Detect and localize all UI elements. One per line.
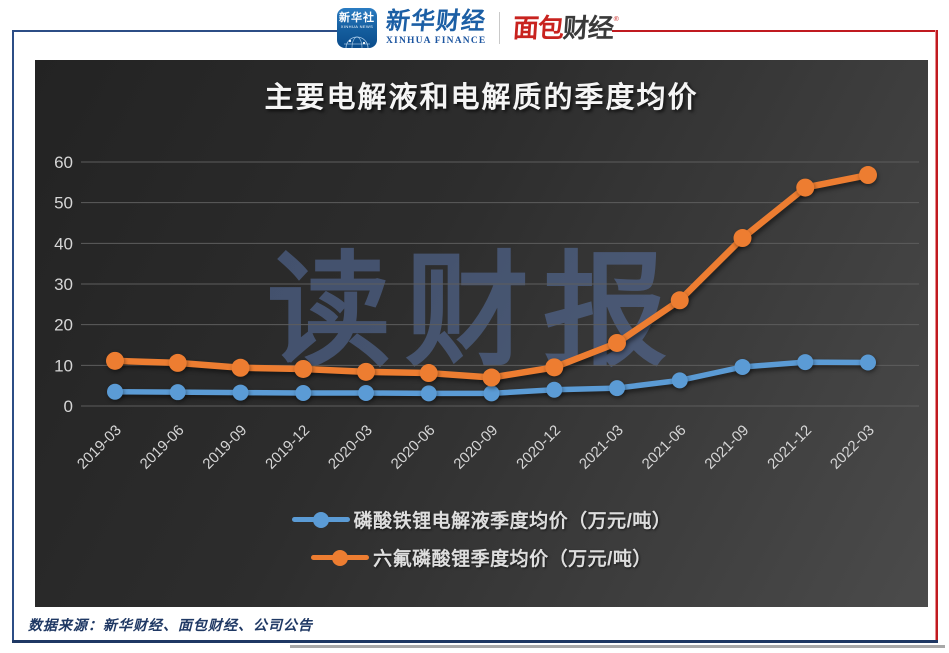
data-point	[169, 384, 186, 401]
legend-marker-orange	[311, 549, 370, 567]
y-tick-label: 10	[54, 356, 73, 375]
xinhua-badge-en: XINHUA NEWS	[340, 24, 374, 29]
data-point	[734, 358, 751, 375]
y-tick-label: 0	[64, 397, 73, 416]
header: 新华社 XINHUA NEWS 新华财经 XINHUA FINANCE 面包 财…	[337, 4, 620, 52]
legend-label: 磷酸铁锂电解液季度均价（万元/吨）	[353, 511, 672, 532]
y-tick-label: 40	[54, 234, 73, 253]
header-divider	[499, 12, 501, 44]
x-tick-label: 2020-12	[513, 422, 564, 473]
data-source-note: 数据来源：新华财经、面包财经、公司公告	[28, 619, 313, 634]
xinhua-finance-cn: 新华财经	[384, 7, 488, 35]
chart-title: 主要电解液和电解质的季度均价	[264, 82, 699, 114]
bread-finance-cn-red: 面包	[512, 13, 565, 43]
legend-label: 六氟磷酸锂季度均价（万元/吨）	[373, 549, 652, 570]
frame-border-bottom	[12, 640, 938, 643]
data-point	[232, 384, 249, 401]
frame-border-top-left	[12, 30, 337, 32]
data-point	[420, 385, 437, 402]
registered-mark: ®	[613, 16, 620, 23]
xinhua-news-app-icon: 新华社 XINHUA NEWS	[337, 8, 377, 48]
data-point	[168, 353, 187, 372]
data-point	[231, 358, 250, 377]
x-tick-label: 2019-09	[199, 422, 250, 473]
x-tick-label: 2019-03	[74, 422, 125, 473]
data-point	[107, 383, 123, 400]
x-tick-label: 2019-06	[137, 422, 188, 473]
x-tick-label: 2020-09	[450, 422, 501, 473]
frame-border-left	[12, 30, 14, 643]
x-tick-label: 2022-03	[827, 422, 878, 473]
chart-legend: 磷酸铁锂电解液季度均价（万元/吨） 六氟磷酸锂季度均价（万元/吨）	[35, 506, 928, 571]
bread-finance-logo: 面包 财经 ®	[512, 13, 620, 43]
x-tick-label: 2020-06	[388, 422, 439, 473]
x-tick-label: 2020-03	[325, 422, 376, 473]
legend-item-lfp-electrolyte: 磷酸铁锂电解液季度均价（万元/吨）	[291, 506, 672, 533]
x-tick-label: 2019-12	[262, 422, 313, 473]
data-point	[796, 178, 815, 197]
x-tick-label: 2021-09	[701, 422, 752, 473]
data-point	[860, 354, 876, 371]
xinhua-finance-en: XINHUA FINANCE	[386, 35, 487, 46]
legend-marker-blue	[291, 511, 350, 529]
y-tick-label: 50	[54, 194, 73, 213]
data-point	[609, 380, 625, 397]
x-tick-label: 2021-12	[764, 422, 815, 473]
data-point	[295, 384, 312, 401]
x-tick-label: 2021-06	[639, 422, 690, 473]
data-point	[106, 351, 124, 370]
y-tick-label: 20	[54, 316, 73, 335]
xinhua-badge-cn: 新华社	[339, 12, 375, 24]
data-point	[859, 166, 877, 185]
data-point	[358, 384, 374, 401]
data-point	[546, 381, 563, 398]
y-tick-label: 60	[54, 153, 73, 172]
data-point	[733, 229, 752, 248]
frame-border-right	[935, 30, 938, 643]
x-tick-label: 2021-03	[576, 422, 627, 473]
data-point	[797, 354, 814, 371]
legend-item-lipf6: 六氟磷酸锂季度均价（万元/吨）	[311, 544, 652, 571]
globe-network-icon	[344, 36, 370, 48]
frame-border-top-right	[612, 30, 938, 32]
watermark-text: 读财报	[267, 243, 682, 381]
xinhua-finance-logo: 新华财经 XINHUA FINANCE	[384, 7, 488, 47]
y-tick-label: 30	[54, 275, 73, 294]
bread-finance-cn-dark: 财经	[562, 13, 615, 43]
frame-border-bottom-shadow	[290, 645, 945, 648]
data-point	[483, 385, 500, 402]
chart-panel: 主要电解液和电解质的季度均价 读财报 0 10 20 30 40 50 60 2019-03 2…	[35, 60, 928, 607]
